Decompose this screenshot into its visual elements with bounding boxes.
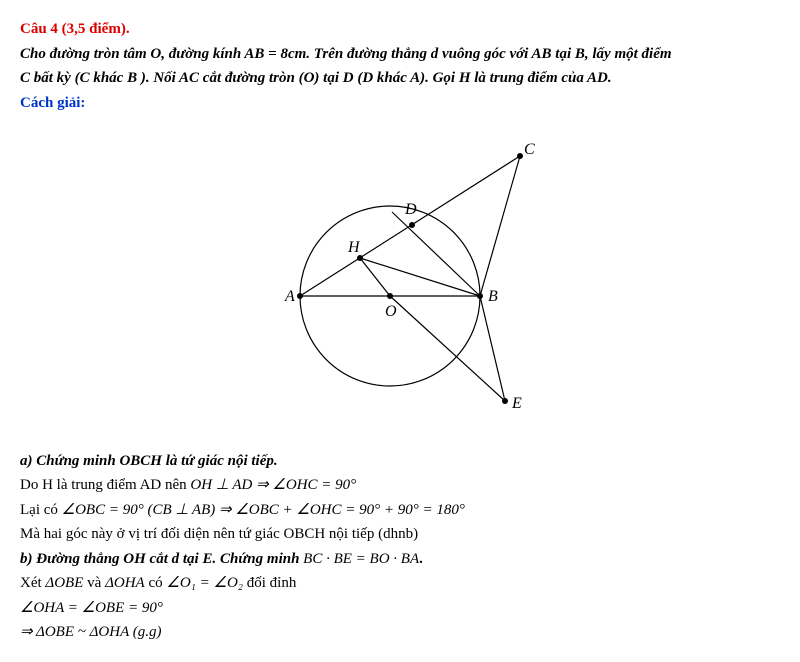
problem-line-2: C bất kỳ (C khác B ). Nối AC cắt đường t… xyxy=(20,70,612,86)
problem-line-1: Cho đường tròn tâm O, đường kính AB = 8c… xyxy=(20,46,672,62)
part-b-line-1: Xét ΔOBE và ΔOHA có ∠O₁ = ∠O₂ đối đỉnh xyxy=(20,572,780,595)
part-a-line-2: Lại có ∠OBC = 90° (CB ⊥ AB) ⇒ ∠OBC + ∠OH… xyxy=(20,499,780,522)
segment-db xyxy=(392,212,480,296)
question-title: Câu 4 (3,5 điểm). xyxy=(20,21,130,37)
b-l1-m2: ΔOHA xyxy=(105,575,145,591)
point-d xyxy=(409,222,415,228)
label-c: C xyxy=(524,141,535,158)
a-l2-math: ∠OBC = 90° (CB ⊥ AB) ⇒ ∠OBC + ∠OHC = 90°… xyxy=(62,502,465,518)
label-a: A xyxy=(284,288,295,305)
label-b: B xyxy=(488,288,498,305)
solution-label: Cách giải: xyxy=(20,95,85,111)
label-h: H xyxy=(347,239,361,256)
segment-hb xyxy=(360,258,480,296)
part-a-line-1: Do H là trung điểm AD nên OH ⊥ AD ⇒ ∠OHC… xyxy=(20,474,780,497)
part-b-line-3: ⇒ ΔOBE ~ ΔOHA (g.g) xyxy=(20,624,161,640)
b-l1-m1: ΔOBE xyxy=(45,575,83,591)
b-title-before: b) Đường thẳng OH cắt d tại E. Chứng min… xyxy=(20,551,303,567)
segment-be xyxy=(480,296,505,401)
part-a-line-3: Mà hai góc này ở vị trí đối diện nên tứ … xyxy=(20,526,418,542)
b-l1-and: và xyxy=(83,575,105,591)
b-l1-co: có xyxy=(145,575,167,591)
a-l1-text: Do H là trung điểm AD nên xyxy=(20,477,190,493)
b-title-dot: . xyxy=(419,551,423,567)
geometry-figure: A B C D H O E xyxy=(20,126,780,434)
part-b-line-2: ∠OHA = ∠OBE = 90° xyxy=(20,600,163,616)
b-title-math: BC · BE = BO · BA xyxy=(303,551,419,567)
point-c xyxy=(517,153,523,159)
point-e xyxy=(502,398,508,404)
a-l2-text: Lại có xyxy=(20,502,62,518)
segment-oe xyxy=(390,296,505,401)
point-o xyxy=(387,293,393,299)
label-e: E xyxy=(511,395,522,412)
b-l1-end: đối đỉnh xyxy=(243,575,296,591)
b-l1-before: Xét xyxy=(20,575,45,591)
a-l1-math: OH ⊥ AD ⇒ ∠OHC = 90° xyxy=(190,477,356,493)
part-b-title: b) Đường thẳng OH cắt d tại E. Chứng min… xyxy=(20,548,780,571)
b-l1-math: ∠O₁ = ∠O₂ xyxy=(166,575,243,591)
segment-ho-1 xyxy=(360,258,390,296)
point-b xyxy=(477,293,483,299)
part-a-title: a) Chứng minh OBCH là tứ giác nội tiếp. xyxy=(20,453,278,469)
point-a xyxy=(297,293,303,299)
label-d: D xyxy=(404,201,417,218)
label-o: O xyxy=(385,303,397,320)
